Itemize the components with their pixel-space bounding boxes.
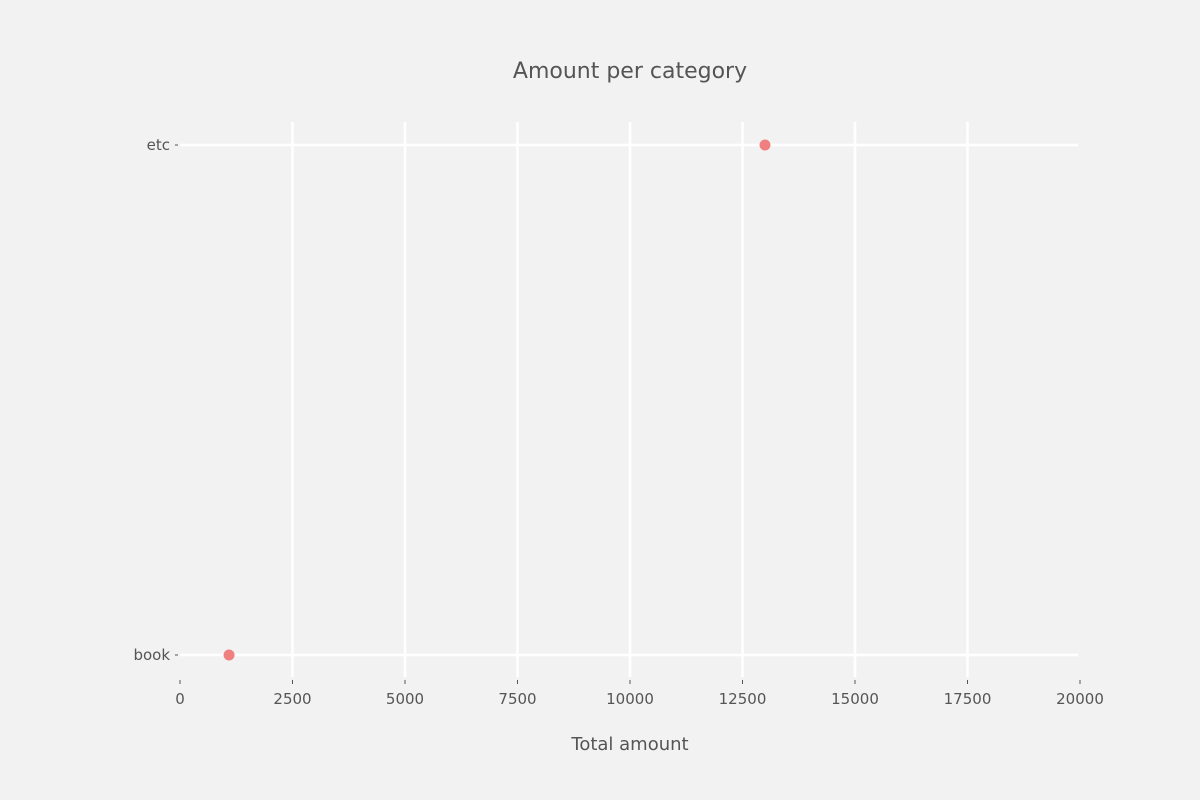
chart-title: Amount per category [513, 59, 747, 84]
x-tick-label: 12500 [719, 690, 767, 708]
points-layer [223, 139, 771, 661]
data-point-etc [759, 139, 771, 151]
x-tick-label: 20000 [1056, 690, 1104, 708]
x-axis-label: Total amount [570, 734, 688, 755]
x-tick-label: 10000 [606, 690, 654, 708]
y-tick-label: etc [147, 136, 170, 154]
y-axis: book etc [133, 136, 178, 664]
x-tick-label: 5000 [386, 690, 424, 708]
x-axis: 0 2500 5000 7500 10000 12500 15000 17500 20000 [175, 680, 1104, 708]
grid-layer [180, 122, 1078, 677]
x-tick-label: 15000 [831, 690, 879, 708]
x-tick-label: 7500 [498, 690, 536, 708]
data-point-book [223, 649, 235, 661]
x-tick-label: 2500 [273, 690, 311, 708]
y-tick-label: book [133, 646, 170, 664]
x-tick-label: 0 [175, 690, 185, 708]
x-tick-label: 17500 [944, 690, 992, 708]
